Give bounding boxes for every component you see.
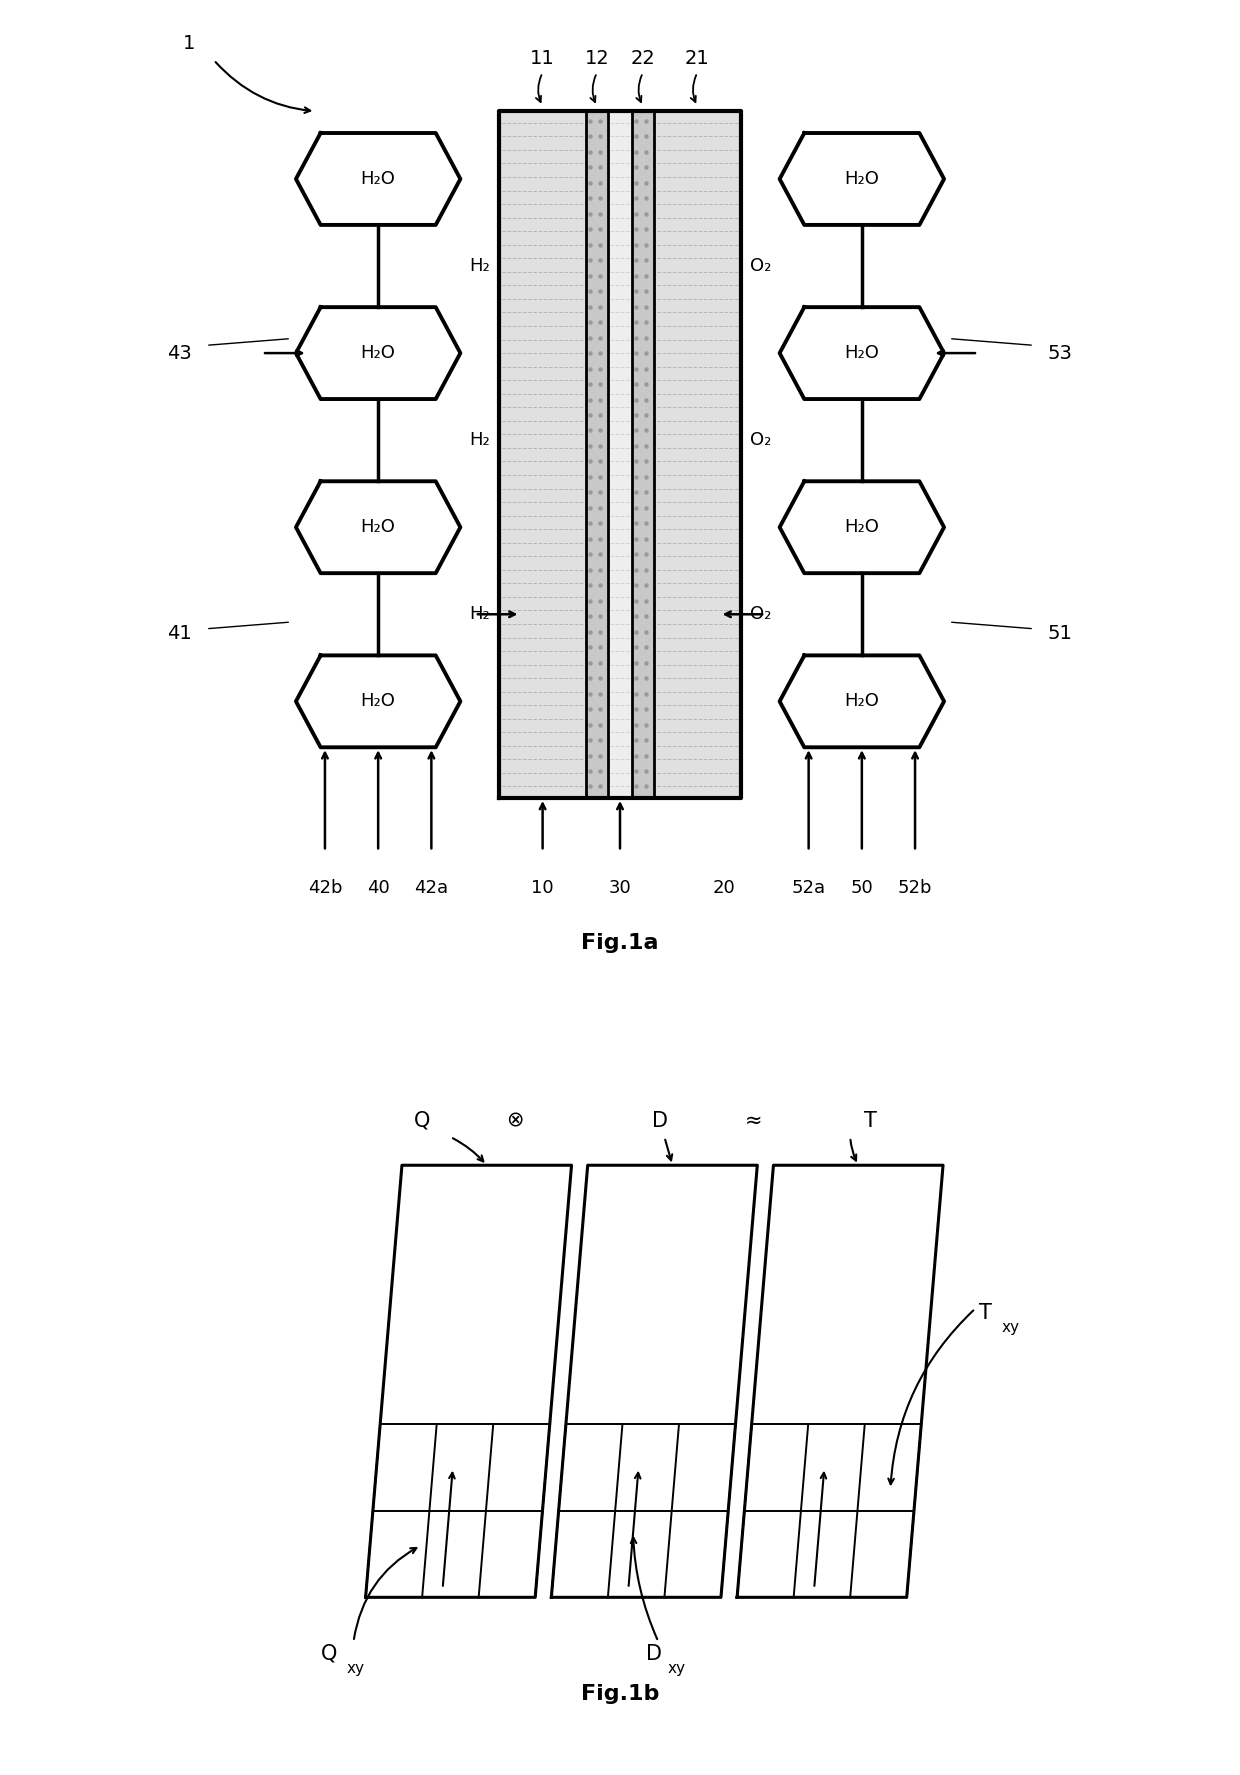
Bar bbox=[632, 112, 653, 799]
Text: 43: 43 bbox=[167, 344, 192, 362]
Text: O₂: O₂ bbox=[750, 257, 771, 275]
Text: H₂: H₂ bbox=[470, 257, 490, 275]
Text: 22: 22 bbox=[631, 48, 656, 67]
Polygon shape bbox=[737, 1164, 944, 1598]
Text: 40: 40 bbox=[367, 879, 389, 896]
Text: xy: xy bbox=[668, 1661, 686, 1676]
Text: O₂: O₂ bbox=[750, 431, 771, 449]
Text: D: D bbox=[652, 1111, 668, 1131]
Text: T: T bbox=[864, 1111, 877, 1131]
Text: Fig.1b: Fig.1b bbox=[580, 1684, 660, 1704]
Text: 50: 50 bbox=[851, 879, 873, 896]
Text: 20: 20 bbox=[713, 879, 735, 896]
Text: H₂O: H₂O bbox=[361, 518, 396, 536]
Text: H₂: H₂ bbox=[470, 431, 490, 449]
Polygon shape bbox=[296, 307, 460, 399]
Text: Q: Q bbox=[321, 1644, 337, 1663]
Text: xy: xy bbox=[1002, 1319, 1021, 1335]
Text: H₂O: H₂O bbox=[361, 344, 396, 362]
Text: Fig.1a: Fig.1a bbox=[582, 934, 658, 953]
Text: Q: Q bbox=[414, 1111, 430, 1131]
Bar bbox=[587, 112, 608, 799]
Bar bbox=[653, 112, 742, 799]
Text: H₂O: H₂O bbox=[361, 170, 396, 188]
Polygon shape bbox=[296, 133, 460, 225]
Polygon shape bbox=[780, 133, 944, 225]
Text: O₂: O₂ bbox=[750, 605, 771, 623]
Text: H₂O: H₂O bbox=[361, 692, 396, 710]
Polygon shape bbox=[296, 655, 460, 747]
Text: 51: 51 bbox=[1048, 625, 1073, 643]
Bar bbox=[608, 112, 632, 799]
Text: 41: 41 bbox=[167, 625, 192, 643]
Text: H₂: H₂ bbox=[470, 605, 490, 623]
Bar bbox=[498, 112, 587, 799]
Text: 11: 11 bbox=[531, 48, 556, 67]
Text: 1: 1 bbox=[184, 34, 196, 53]
Polygon shape bbox=[780, 307, 944, 399]
Text: 30: 30 bbox=[609, 879, 631, 896]
Text: xy: xy bbox=[347, 1661, 365, 1676]
Text: 42b: 42b bbox=[308, 879, 342, 896]
Text: 42a: 42a bbox=[414, 879, 449, 896]
Text: 52b: 52b bbox=[898, 879, 932, 896]
Text: 52a: 52a bbox=[791, 879, 826, 896]
Text: H₂O: H₂O bbox=[844, 344, 879, 362]
Text: ⊗: ⊗ bbox=[506, 1111, 523, 1131]
Polygon shape bbox=[296, 481, 460, 573]
Polygon shape bbox=[780, 481, 944, 573]
Text: ≈: ≈ bbox=[744, 1111, 763, 1131]
Text: 21: 21 bbox=[684, 48, 709, 67]
Text: H₂O: H₂O bbox=[844, 692, 879, 710]
Text: D: D bbox=[646, 1644, 662, 1663]
Text: 10: 10 bbox=[531, 879, 554, 896]
Text: T: T bbox=[980, 1303, 992, 1322]
Polygon shape bbox=[780, 655, 944, 747]
Text: 12: 12 bbox=[584, 48, 609, 67]
Polygon shape bbox=[366, 1164, 572, 1598]
Text: 53: 53 bbox=[1048, 344, 1073, 362]
Text: H₂O: H₂O bbox=[844, 518, 879, 536]
Polygon shape bbox=[552, 1164, 758, 1598]
Text: H₂O: H₂O bbox=[844, 170, 879, 188]
